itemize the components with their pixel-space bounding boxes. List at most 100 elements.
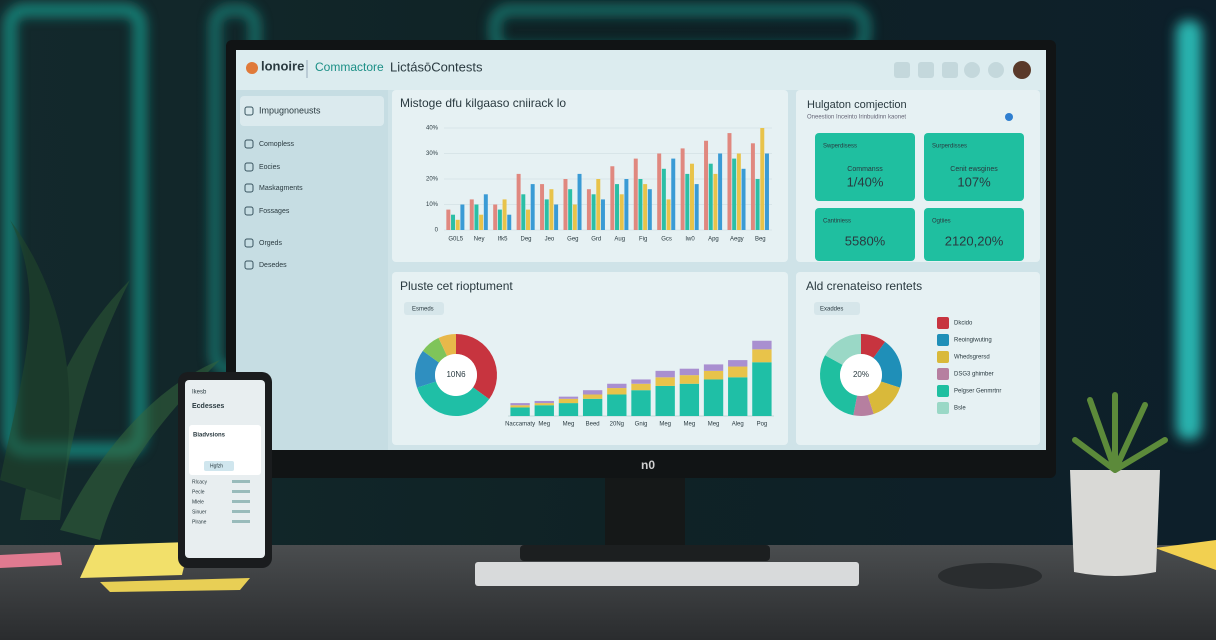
x-tick-label: Pog (757, 422, 768, 428)
phone-row-value (232, 510, 250, 513)
bar (643, 184, 648, 230)
pie-slice (438, 334, 456, 356)
x-tick-label: Ifk5 (498, 237, 508, 243)
x-tick-label: Jeo (545, 237, 555, 243)
bar-segment (558, 403, 579, 416)
bar (615, 184, 620, 230)
sidebar-item[interactable]: Impugnoneusts (259, 105, 321, 115)
bar (540, 184, 545, 230)
bar-segment (752, 340, 772, 350)
bar (633, 158, 638, 230)
phone-button-label: Hgfzh (210, 463, 223, 469)
kpi-card (815, 208, 915, 261)
bar (497, 209, 502, 230)
bar (638, 179, 643, 230)
dropdown[interactable] (814, 302, 860, 315)
sidebar-icon (244, 206, 254, 216)
pie-slice (456, 334, 497, 400)
bar (507, 214, 512, 230)
bar-segment (607, 383, 627, 389)
legend-swatch (937, 317, 949, 329)
bar-segment (655, 377, 675, 386)
pie-slice (415, 350, 440, 388)
avatar[interactable] (1013, 61, 1031, 79)
sticky-note (100, 578, 250, 592)
x-tick-label: Gnig (635, 422, 648, 428)
bar (708, 163, 713, 230)
bar (694, 184, 699, 230)
x-tick-label: Meg (659, 422, 671, 428)
sidebar-item[interactable]: Orgeds (259, 240, 282, 247)
keyboard (475, 562, 859, 586)
bar (455, 219, 460, 230)
bar (586, 189, 591, 230)
center-label: 10N6 (446, 370, 466, 379)
pie-slice (819, 355, 858, 416)
bar-segment (752, 362, 772, 416)
bar (460, 204, 465, 230)
bar-segment (703, 379, 724, 416)
icon[interactable] (988, 62, 1004, 78)
bar (526, 209, 530, 230)
sidebar-item[interactable]: Comopless (259, 141, 295, 148)
kpi-label: Swperdisess (823, 144, 857, 150)
chart-title: Mistoge dfu kilgaaso cniirack lo (400, 96, 566, 110)
bar (446, 209, 451, 230)
bar (647, 189, 652, 230)
sidebar-icon (244, 183, 254, 193)
sidebar-item[interactable]: Eocies (259, 164, 281, 171)
bar-segment (582, 398, 603, 416)
x-tick-label: Fig (639, 237, 647, 243)
bar-segment (679, 383, 700, 416)
sticky-note (0, 552, 62, 568)
x-tick-label: Ney (474, 237, 485, 243)
sidebar-item[interactable]: Desedes (259, 262, 287, 269)
phone-rows: Rlcacy Pecle Mlele Sinuer Plrane (192, 479, 250, 525)
sidebar-item[interactable]: Maskagments (259, 185, 303, 192)
phone-row: Plrane (192, 519, 207, 525)
bar (577, 173, 582, 230)
bar (713, 173, 718, 230)
legend-swatch (937, 351, 949, 363)
phone-row: Sinuer (192, 509, 207, 515)
bar (521, 194, 526, 230)
bar-segment (582, 394, 603, 399)
monitor-brand: n0 (641, 458, 655, 472)
bar-segment (558, 396, 579, 399)
bar-segment (728, 360, 748, 367)
bar (619, 194, 624, 230)
phone-button[interactable] (204, 461, 234, 471)
kpi-title: Hulgaton comjection (807, 99, 907, 111)
legend-swatch (937, 368, 949, 380)
pie-slice (867, 381, 900, 414)
bar-segment (534, 405, 554, 416)
icon[interactable] (942, 62, 958, 78)
bar-segment (631, 390, 651, 416)
icon[interactable] (918, 62, 934, 78)
dropdown[interactable] (404, 302, 444, 315)
sidebar-active[interactable] (240, 96, 384, 126)
bar-segment (631, 383, 651, 391)
toolbar-icons (894, 61, 1031, 79)
dropdown-label: Esmeds (412, 307, 434, 313)
x-tick-label: 20Ng (610, 422, 624, 428)
x-tick-label: Aug (614, 237, 625, 243)
sticky-note (1155, 540, 1216, 570)
bar-segment (631, 379, 651, 384)
pie-slice (417, 381, 490, 416)
charts: 0 10% 20% 30% 40% G0L5 Ney Ifk5 Deg Jeo Geg Grd Aug F… (415, 126, 1001, 428)
bar-segment (534, 403, 554, 406)
bar (704, 140, 709, 230)
icon[interactable] (964, 62, 980, 78)
sidebar-item[interactable]: Fossages (259, 208, 290, 215)
x-tick-label: Deg (520, 237, 531, 243)
bar (727, 133, 732, 230)
kpi-sublabel: Cenit ewsgines (950, 166, 998, 173)
pie-slice (825, 334, 861, 365)
x-tick-label: Naccamaty (505, 422, 535, 428)
icon[interactable] (894, 62, 910, 78)
monitor-stand (605, 470, 685, 550)
kpi-card (815, 133, 915, 201)
bar (516, 173, 521, 230)
